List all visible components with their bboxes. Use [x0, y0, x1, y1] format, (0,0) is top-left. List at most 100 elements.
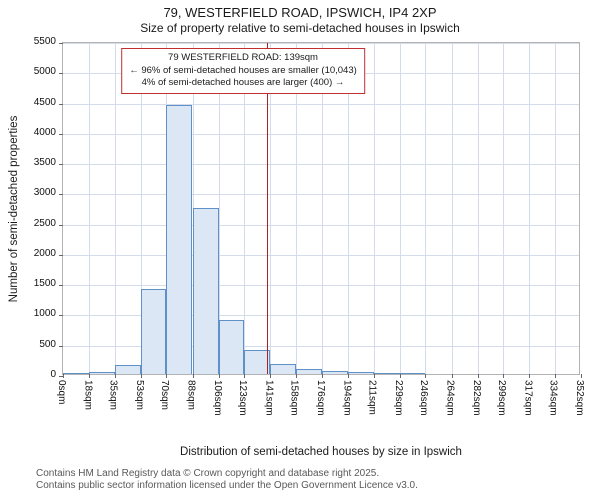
x-tick-mark	[373, 374, 375, 378]
x-tick-label: 194sqm	[341, 380, 353, 416]
x-tick-label: 0sqm	[56, 380, 67, 405]
x-tick-mark	[425, 374, 426, 378]
x-tick-mark	[63, 374, 64, 378]
gridline-horizontal	[63, 103, 579, 105]
gridline-vertical	[295, 43, 297, 374]
plot-area: 79 WESTERFIELD ROAD: 139sqm ← 96% of sem…	[59, 42, 582, 378]
x-tick-mark	[581, 374, 582, 378]
gridline-vertical	[140, 43, 142, 374]
gridline-vertical	[503, 43, 504, 374]
gridline-vertical	[244, 43, 245, 374]
gridline-horizontal	[63, 164, 579, 166]
y-tick-mark	[59, 224, 63, 226]
y-tick-label: 500	[39, 338, 56, 350]
chart-title: 79, WESTERFIELD ROAD, IPSWICH, IP4 2XP	[163, 5, 437, 20]
x-tick-label: 35sqm	[107, 380, 119, 411]
y-tick-label: 2500	[33, 217, 56, 229]
gridline-vertical	[89, 43, 91, 374]
y-tick-mark	[59, 164, 63, 166]
y-tick-label: 4000	[33, 126, 56, 138]
histogram-bar	[63, 373, 90, 374]
x-tick-mark	[218, 374, 220, 378]
x-tick-label: 317sqm	[522, 380, 534, 416]
x-tick-label: 18sqm	[82, 380, 94, 411]
annotation-line1: 79 WESTERFIELD ROAD: 139sqm	[168, 52, 318, 63]
x-tick-label: 88sqm	[185, 380, 197, 411]
histogram-bar	[166, 104, 193, 374]
x-tick-label: 299sqm	[496, 380, 507, 416]
x-tick-mark	[114, 374, 116, 378]
x-tick-mark	[270, 374, 272, 378]
histogram-bar	[399, 373, 425, 374]
x-tick-label: 229sqm	[392, 380, 404, 416]
y-tick-mark	[59, 133, 63, 135]
x-tick-mark	[89, 374, 91, 378]
y-tick-mark	[59, 73, 63, 75]
x-tick-mark	[399, 374, 401, 378]
x-tick-label: 176sqm	[315, 380, 326, 416]
gridline-vertical	[373, 43, 375, 374]
histogram-bar	[218, 319, 244, 374]
x-tick-label: 211sqm	[366, 380, 378, 415]
x-tick-label: 158sqm	[288, 380, 300, 416]
gridline-horizontal	[63, 315, 579, 317]
y-tick-label: 5500	[33, 36, 56, 47]
annotation-box: 79 WESTERFIELD ROAD: 139sqm ← 96% of sem…	[121, 48, 365, 94]
x-tick-mark	[322, 374, 323, 378]
histogram-bar	[322, 370, 349, 374]
y-tick-label: 4500	[33, 96, 56, 108]
x-tick-mark	[477, 374, 479, 378]
x-tick-label: 264sqm	[444, 380, 456, 416]
gridline-vertical	[218, 43, 220, 374]
gridline-horizontal	[63, 43, 579, 44]
x-tick-label: 123sqm	[237, 380, 248, 416]
y-tick-label: 0	[50, 369, 56, 380]
y-tick-label: 2000	[33, 247, 56, 259]
gridline-vertical	[425, 43, 426, 374]
x-tick-mark	[295, 374, 297, 378]
x-tick-mark	[244, 374, 245, 378]
y-axis-label: Number of semi-detached properties	[8, 115, 20, 303]
y-tick-mark	[59, 43, 63, 44]
x-tick-label: 352sqm	[574, 380, 585, 416]
x-tick-label: 246sqm	[418, 380, 429, 416]
histogram-bar	[270, 363, 296, 374]
x-tick-label: 70sqm	[159, 380, 170, 411]
y-tick-mark	[59, 285, 63, 287]
histogram-bar	[114, 364, 141, 374]
gridline-vertical	[554, 43, 556, 374]
x-tick-mark	[451, 374, 453, 378]
gridline-horizontal	[63, 194, 579, 196]
annotation-line2: ← 96% of semi-detached houses are smalle…	[129, 64, 357, 76]
gridline-vertical	[348, 43, 350, 374]
y-tick-mark	[59, 103, 63, 105]
gridline-horizontal	[63, 285, 579, 287]
x-tick-label: 141sqm	[263, 380, 275, 416]
gridline-vertical	[114, 43, 116, 374]
x-tick-label: 53sqm	[133, 380, 145, 411]
x-tick-label: 106sqm	[211, 380, 223, 416]
footer-line1: Contains HM Land Registry data © Crown c…	[36, 468, 380, 479]
histogram-bar	[348, 372, 374, 374]
property-size-marker-line	[266, 43, 269, 374]
histogram-bar	[244, 349, 271, 374]
footer: Contains HM Land Registry data © Crown c…	[36, 468, 418, 491]
gridline-horizontal	[63, 345, 579, 347]
gridline-vertical	[399, 43, 401, 374]
annotation-line3: 4% of semi-detached houses are larger (4…	[141, 77, 345, 89]
chart-subtitle: Size of property relative to semi-detach…	[140, 21, 460, 35]
y-tick-mark	[59, 194, 63, 196]
y-tick-label: 5000	[33, 66, 56, 78]
gridline-horizontal	[63, 133, 579, 135]
x-axis-label: Distribution of semi-detached houses by …	[180, 446, 462, 458]
x-tick-mark	[348, 374, 350, 378]
x-tick-label: 282sqm	[470, 380, 482, 416]
y-tick-label: 3500	[33, 157, 56, 169]
y-tick-mark	[59, 376, 63, 377]
y-tick-label: 1500	[33, 278, 56, 290]
y-tick-mark	[59, 345, 63, 347]
histogram-bar	[373, 373, 400, 374]
histogram-bar	[89, 372, 115, 374]
x-tick-mark	[140, 374, 142, 378]
x-tick-label: 334sqm	[547, 380, 559, 416]
